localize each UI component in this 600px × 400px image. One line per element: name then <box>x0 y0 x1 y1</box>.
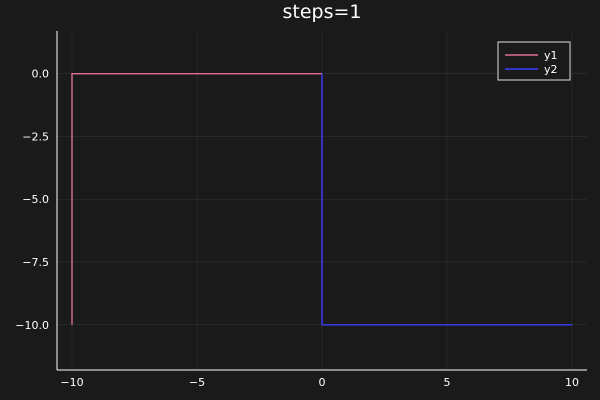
axes <box>56 31 587 371</box>
legend-label-y1: y1 <box>544 49 558 62</box>
x-tick-label: 5 <box>444 376 451 389</box>
legend-label-y2: y2 <box>544 63 558 76</box>
series-line-y1 <box>71 72 322 325</box>
y-tick-label: −10.0 <box>15 319 49 332</box>
series-layer <box>71 72 572 326</box>
x-tick-label: −10 <box>60 376 83 389</box>
x-tick-label: 10 <box>565 376 579 389</box>
y-tick-label: 0.0 <box>32 68 50 81</box>
y-tick-label: −7.5 <box>22 256 49 269</box>
x-tick-label: 0 <box>319 376 326 389</box>
y-tick-label: −5.0 <box>22 193 49 206</box>
chart-title: steps=1 <box>282 1 361 23</box>
tick-labels: −10 −5 0 5 10 0.0 −2.5 −5.0 −7.5 −10.0 <box>15 68 579 389</box>
series-line-y2 <box>321 73 572 326</box>
x-tick-label: −5 <box>189 376 205 389</box>
legend-box <box>497 41 571 81</box>
y-tick-label: −2.5 <box>22 130 49 143</box>
